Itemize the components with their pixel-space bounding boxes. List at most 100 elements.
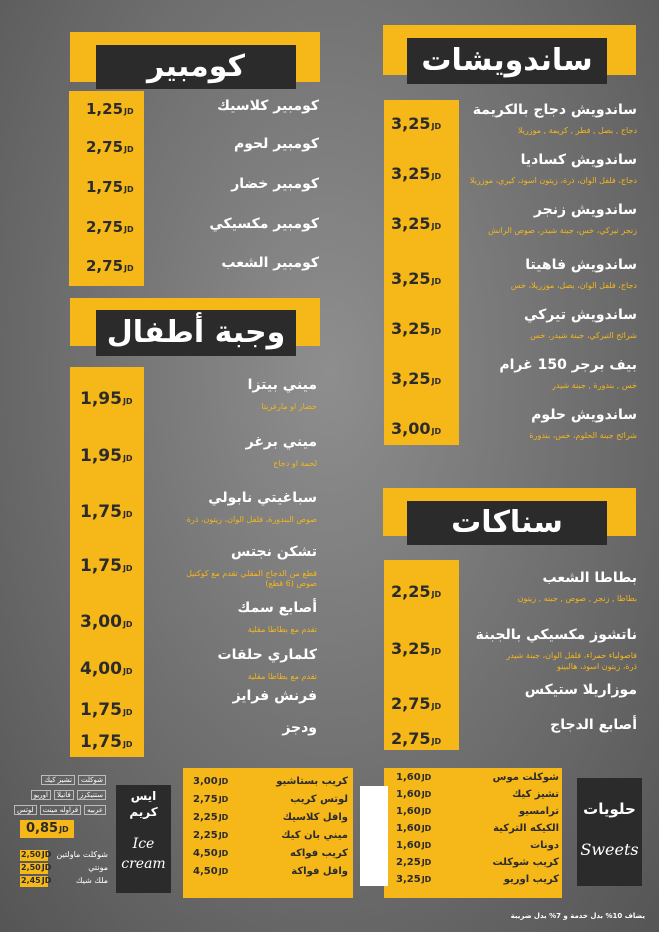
kids-price-value: 1,75 [80,732,122,752]
sandwich-name: ساندويش زنجر [533,202,637,218]
sandwich-desc: زنجر تيركي، خس، جبنة شيدر، صوص الرانش [488,226,637,235]
kumpir-price: 1,75JD [86,178,134,196]
kumpir-price: 2,75JD [86,138,134,156]
sandwich-price: 3,25JD [391,164,441,183]
sandwich-desc: خس , بندورة , جبنة شيدر [552,381,637,390]
sandwich-price-unit: JD [431,377,442,386]
dessert-price: 1,60JD [396,789,431,800]
snack-price-unit: JD [431,647,442,656]
ice-cream-script-line1: Ice [132,836,155,852]
extra-price-value: 2,45 [21,876,41,885]
sandwich-price: 3,25JD [391,369,441,388]
sandwich-price: 3,00JD [391,419,441,438]
dessert-price-unit: JD [421,841,432,850]
kids-price-value: 4,00 [80,659,122,679]
flavor-label: تشيز كيك [41,775,75,785]
kumpir-price: 2,75JD [86,218,134,236]
kids-price: 1,95JD [80,389,133,409]
sandwich-name: ساندويش حلوم [531,407,637,423]
kids-name: فرنش فرايز [232,688,317,704]
snack-price: 2,75JD [391,729,441,748]
kids-price-value: 1,75 [80,700,122,720]
kids-price-column [70,367,144,757]
snack-name: أصابع الدجاج [550,717,637,733]
snack-price-value: 2,75 [391,694,431,713]
crepe-name: كريب فواكه [290,848,348,859]
crepe-price-value: 4,50 [193,848,218,859]
kids-name: كلماري حلقات [217,647,317,663]
sandwich-price-unit: JD [431,122,442,131]
crepe-price-unit: JD [218,831,229,840]
ice-cream-title-line1: ايس [130,789,157,803]
dessert-name: كريب اوريو [503,874,559,885]
footer-note: يضاف 10% بدل خدمة و 7% بدل ضريبة [510,912,645,920]
dessert-name: كريب شوكلت [492,857,559,868]
ice-cream-script-line2: cream [121,856,166,872]
kids-desc: خضار او مارغريتا [261,402,317,411]
snack-price-value: 2,75 [391,729,431,748]
kids-price-unit: JD [122,667,133,676]
crepe-price: 4,50JD [193,866,228,877]
kids-price-value: 1,75 [80,556,122,576]
snack-price-unit: JD [431,737,442,746]
crepe-price-value: 2,25 [193,830,218,841]
extra-price: 2,50JD [21,850,51,859]
flavor-label: فانيلا [53,790,74,800]
kumpir-name: كومبير كلاسيك [217,98,319,114]
sandwich-price-value: 3,25 [391,269,431,288]
dessert-name: دونات [530,840,559,851]
kids-price: 1,75JD [80,556,133,576]
dessert-price: 1,60JD [396,840,431,851]
snack-price: 3,25JD [391,639,441,658]
snack-price: 2,25JD [391,582,441,601]
crepe-price-value: 3,00 [193,776,218,787]
desserts-panel [384,768,562,898]
kids-desc: صوص البندورة، فلفل الوان، زيتون، ذرة [186,515,317,524]
dessert-name: شوكلت موس [492,772,559,783]
dessert-price-value: 3,25 [396,874,421,885]
sandwich-price-value: 3,25 [391,369,431,388]
crepe-price-unit: JD [218,849,229,858]
dessert-price-value: 1,60 [396,823,421,834]
flavor-row: ستنيكرز فانيلا اوريو [30,790,106,800]
extra-name: ملك شيك [75,876,108,885]
dessert-price: 3,25JD [396,874,431,885]
kumpir-price-value: 2,75 [86,138,124,156]
sandwich-name: ساندويش فاهيتا [525,257,637,273]
kids-price-value: 1,75 [80,502,122,522]
snack-price: 2,75JD [391,694,441,713]
ice-cream-title-panel [116,785,171,893]
kumpir-price-unit: JD [124,145,134,154]
crepe-price: 2,25JD [193,830,228,841]
flavor-row: عربيه فراوله مينت لوتس [14,805,106,815]
crepe-price-unit: JD [218,777,229,786]
dessert-price-unit: JD [421,790,432,799]
scoop-price: 0,85JD [26,821,69,836]
extra-price-box [20,863,48,874]
sandwich-name: ساندويش كساديا [520,152,637,168]
snack-price-value: 2,25 [391,582,431,601]
scoop-price-box [20,820,74,838]
desserts-script: Sweets [580,840,639,859]
ice-cream-title-line2: كريم [129,805,158,819]
crepe-price-unit: JD [218,813,229,822]
crepe-price-unit: JD [218,867,229,876]
kumpir-price-value: 2,75 [86,218,124,236]
sandwich-price-value: 3,25 [391,164,431,183]
kumpir-price-unit: JD [124,264,134,273]
dessert-name: ترامسيو [518,806,559,817]
kids-price-unit: JD [122,740,133,749]
kids-name: أصابع سمك [237,600,317,616]
crepe-price: 3,00JD [193,776,228,787]
dessert-price-value: 1,60 [396,789,421,800]
sandwich-desc: دجاج، فلفل الوان، بصل، موزريلا، خس [510,281,637,290]
dessert-price-unit: JD [421,858,432,867]
snacks-title: سناكات [407,501,607,545]
snack-price-value: 3,25 [391,639,431,658]
kumpir-price-value: 1,75 [86,178,124,196]
sandwich-desc: دجاج , بصل , فطر , كريمة , موزريلا [517,126,637,135]
kids-price: 1,75JD [80,732,133,752]
kumpir-name: كومبير الشعب [221,255,319,271]
sandwich-name: ساندويش تيركي [524,307,637,323]
kumpir-price-column [69,91,144,286]
